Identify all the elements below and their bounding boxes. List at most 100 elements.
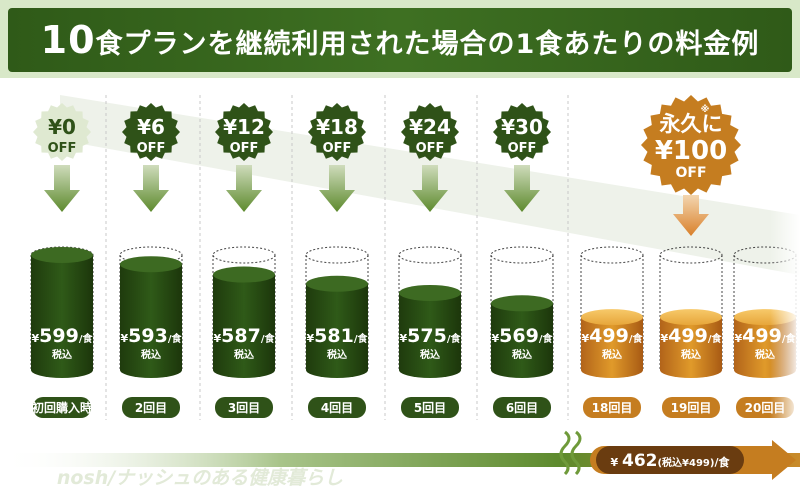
down-arrow-icon — [44, 165, 80, 212]
down-arrow-icon — [319, 165, 355, 212]
off-label: OFF — [230, 141, 259, 156]
bar-group-3: ¥12 OFF ¥587/食税込 3回目 — [212, 103, 276, 418]
category-label: 18回目 — [592, 401, 633, 415]
discount-value-label: ¥18 — [316, 115, 358, 139]
bar-value-label: ¥499/食 — [661, 325, 723, 347]
category-pill — [493, 397, 551, 418]
bar-top — [660, 309, 722, 326]
bar-top — [581, 309, 643, 326]
discount-badge — [215, 103, 273, 161]
bar — [120, 264, 182, 378]
category-label: 6回目 — [506, 401, 538, 415]
bar-top — [31, 247, 93, 263]
header-band: 10食プランを継続利用された場合の1食あたりの料金例 — [0, 0, 800, 78]
category-label: 5回目 — [414, 401, 446, 415]
bar-value-label: ¥569/食 — [492, 325, 554, 347]
bar — [31, 255, 93, 378]
bar-top — [120, 256, 182, 273]
title-text: 食プランを継続利用された場合の1食あたりの料金例 — [95, 29, 760, 60]
asterisk-mark: ※ — [701, 104, 710, 115]
down-arrow-icon — [412, 165, 448, 212]
off-label: OFF — [137, 141, 166, 156]
bar-group-6: ¥30 OFF ¥569/食税込 6回目 — [490, 103, 554, 418]
discount-value-label: ¥24 — [409, 115, 451, 139]
bar-top — [306, 275, 368, 292]
cylinder-rim — [305, 246, 369, 264]
bar-top — [213, 266, 275, 283]
tax-label: 税込 — [52, 348, 72, 361]
footer-price-pill — [596, 446, 744, 474]
cylinder-rim — [398, 246, 462, 264]
down-arrow-icon — [226, 165, 262, 212]
category-pill — [308, 397, 366, 418]
category-label: 3回目 — [228, 401, 260, 415]
category-pill — [33, 397, 91, 418]
down-arrow-icon — [133, 165, 169, 212]
off-label: OFF — [323, 141, 352, 156]
discount-badge — [122, 103, 180, 161]
tax-label: 税込 — [420, 348, 440, 361]
tax-label: 税込 — [141, 348, 161, 361]
tax-label: 税込 — [234, 348, 254, 361]
tax-label: 税込 — [681, 348, 701, 361]
bar — [491, 303, 553, 378]
category-pill — [662, 397, 720, 418]
tax-label: 税込 — [327, 348, 347, 361]
title-number: 10 — [40, 18, 96, 62]
bar-group-2: ¥6 OFF ¥593/食税込 2回目 — [119, 103, 183, 418]
category-label: 4回目 — [321, 401, 353, 415]
off-label: OFF — [508, 141, 537, 156]
cylinder-rim — [212, 246, 276, 264]
category-label: 19回目 — [671, 401, 712, 415]
bar — [660, 317, 722, 378]
bar-group-7: ¥499/食税込 18回目 — [580, 246, 644, 418]
bar — [306, 283, 368, 378]
category-label: 2回目 — [135, 401, 167, 415]
special-label: 永久に — [659, 112, 723, 136]
tax-label: 税込 — [512, 348, 532, 361]
watermark-text: nosh/ナッシュのある健康暮らし — [57, 467, 343, 489]
discount-value-label: ¥30 — [501, 115, 543, 139]
cylinder-rim — [580, 246, 644, 264]
down-arrow-icon — [504, 165, 540, 212]
break-mark — [570, 430, 582, 476]
discount-badge — [401, 103, 459, 161]
header-bar: 10食プランを継続利用された場合の1食あたりの料金例 — [8, 8, 792, 72]
category-label: 初回購入時 — [32, 400, 92, 415]
bar — [213, 274, 275, 378]
bar-value-label: ¥587/食 — [214, 325, 276, 347]
page-title: 10食プランを継続利用された場合の1食あたりの料金例 — [41, 18, 760, 62]
footer-price-label: ¥ 462(税込¥499)/食 — [611, 451, 731, 471]
bar-value-label: ¥575/食 — [400, 325, 462, 347]
special-discount-badge — [641, 95, 741, 195]
special-discount-value: ¥100 — [655, 136, 727, 166]
bar-value-label: ¥599/食 — [32, 325, 94, 347]
bar-value-label: ¥593/食 — [121, 325, 183, 347]
bar-value-label: ¥499/食 — [582, 325, 644, 347]
category-pill — [215, 397, 273, 418]
category-pill — [401, 397, 459, 418]
edge-fade — [770, 90, 800, 430]
discount-badge — [308, 103, 366, 161]
down-arrow-icon — [673, 195, 709, 236]
bar — [581, 317, 643, 378]
category-pill — [583, 397, 641, 418]
bar-value-label: ¥581/食 — [307, 325, 369, 347]
cylinder-rim — [490, 246, 554, 264]
discount-badge — [493, 103, 551, 161]
discount-value-label: ¥12 — [223, 115, 265, 139]
off-label: OFF — [48, 141, 77, 156]
discount-value-label: ¥0 — [48, 115, 76, 139]
discount-value-label: ¥6 — [137, 115, 165, 139]
category-pill — [122, 397, 180, 418]
break-mark — [559, 430, 571, 476]
bar-top — [399, 284, 461, 301]
off-label: OFF — [416, 141, 445, 156]
discount-badge — [33, 103, 91, 161]
bar-top — [491, 295, 553, 312]
tax-label: 税込 — [602, 348, 622, 361]
